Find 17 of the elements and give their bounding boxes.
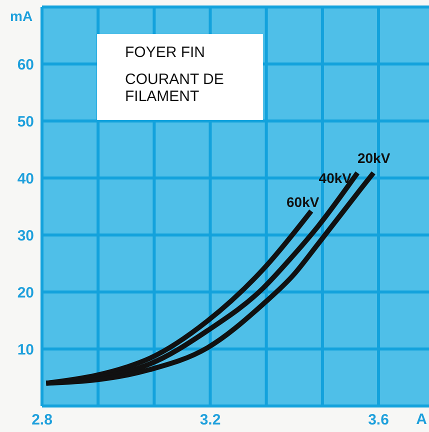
x-tick-label: 3.6: [368, 412, 389, 429]
y-tick-label: 50: [17, 113, 34, 130]
x-axis-title: A: [416, 411, 427, 428]
y-tick-label: 40: [17, 170, 34, 188]
series-label: 60kV: [286, 194, 320, 210]
x-tick-label: 2.8: [32, 412, 52, 429]
text-box: FOYER FIN COURANT DE FILAMENT: [97, 34, 263, 120]
series-label: 20kV: [357, 150, 391, 166]
y-axis-title: mA: [10, 8, 33, 24]
x-tick-label: 3.2: [200, 412, 221, 429]
y-tick-label: 30: [17, 227, 34, 244]
annotation: FOYER FIN: [125, 44, 206, 61]
annotation: COURANT DE FILAMENT: [125, 71, 225, 105]
series-label: 40kV: [318, 170, 352, 186]
y-tick-label: 60: [17, 56, 34, 74]
y-tick-label: 20: [17, 284, 34, 302]
y-tick-label: 10: [17, 341, 34, 358]
